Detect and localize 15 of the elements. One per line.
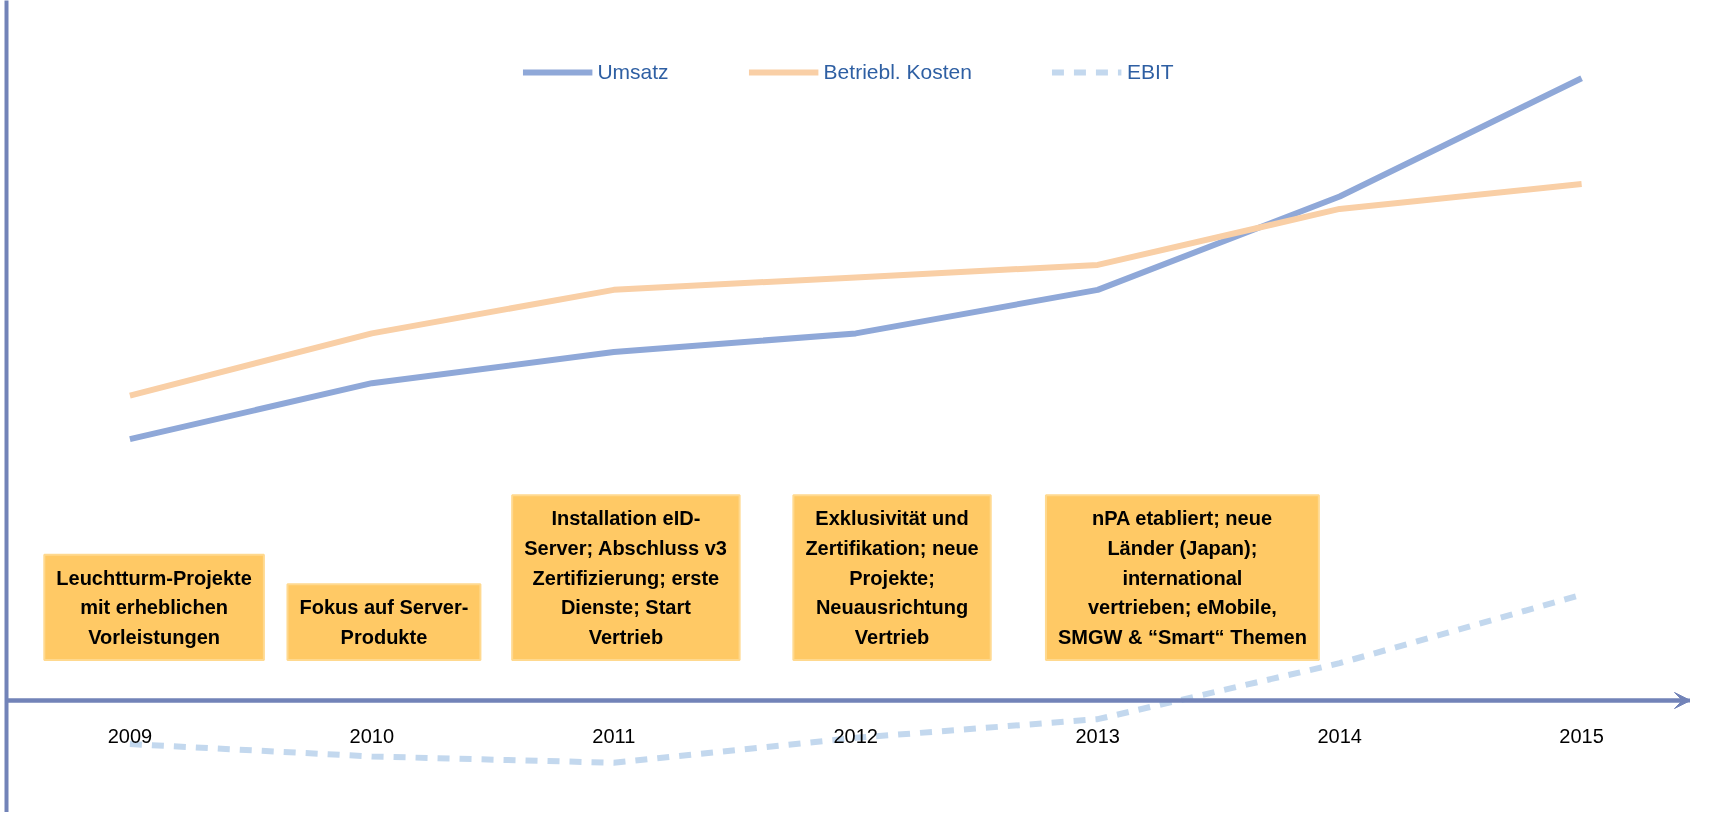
x-tick-label: 2012 — [833, 724, 879, 747]
x-tick-label: 2014 — [1317, 724, 1362, 747]
annotation: nPA etabliert; neue Länder (Japan); international vertrieben; eMobile, SMGW & “Smart“ Themen — [1057, 507, 1307, 649]
legend-label: EBIT — [1126, 60, 1174, 84]
x-tick-label: 2015 — [1559, 724, 1604, 747]
annotation: Fokus auf Server-Produkte — [299, 596, 469, 649]
x-tick-label: 2009 — [107, 724, 153, 747]
annotation: Exklusivität und Zertifikation; neue Projekte; Neuausrichtung Vertrieb — [805, 507, 979, 649]
annotation: Leuchtturm-Projekte mit erheblichen Vorleistungen — [56, 566, 252, 649]
legend-label: Umsatz — [597, 60, 669, 84]
x-tick-label: 2013 — [1075, 724, 1120, 747]
legend-label: Betriebl. Kosten — [823, 60, 972, 84]
annotation: Installation eID-Server; Abschluss v3 Zertifizierung; erste Dienste; Start Vertrieb — [524, 507, 727, 649]
x-tick-label: 2011 — [592, 724, 636, 747]
x-tick-label: 2010 — [349, 724, 395, 747]
